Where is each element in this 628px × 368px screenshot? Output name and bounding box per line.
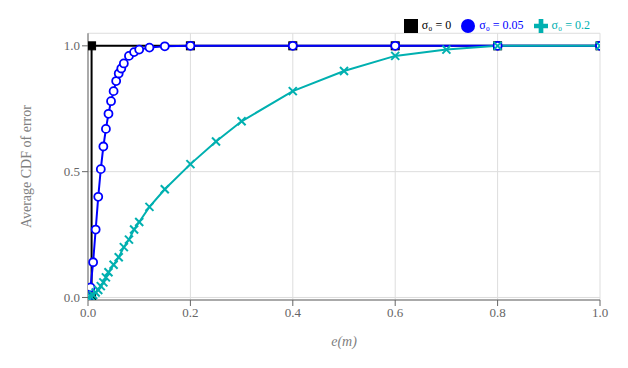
- html-text:σ₀ = 0: σ₀ = 0: [421, 18, 452, 32]
- svg-text:0.0: 0.0: [64, 290, 80, 305]
- html-text:σ₀ = 0.2: σ₀ = 0.2: [551, 18, 590, 32]
- svg-text:e(m): e(m): [331, 334, 357, 350]
- svg-text:0.6: 0.6: [387, 305, 404, 320]
- svg-text:0.5: 0.5: [64, 164, 80, 179]
- svg-text:Average CDF of error: Average CDF of error: [19, 105, 34, 228]
- svg-text:0.8: 0.8: [489, 305, 505, 320]
- svg-text:1.0: 1.0: [64, 38, 80, 53]
- svg-text:0.4: 0.4: [285, 305, 302, 320]
- svg-text:0.0: 0.0: [80, 305, 96, 320]
- svg-text:0.2: 0.2: [182, 305, 198, 320]
- svg-text:1.0: 1.0: [592, 305, 608, 320]
- html-text:σ₀ = 0.05: σ₀ = 0.05: [479, 18, 524, 32]
